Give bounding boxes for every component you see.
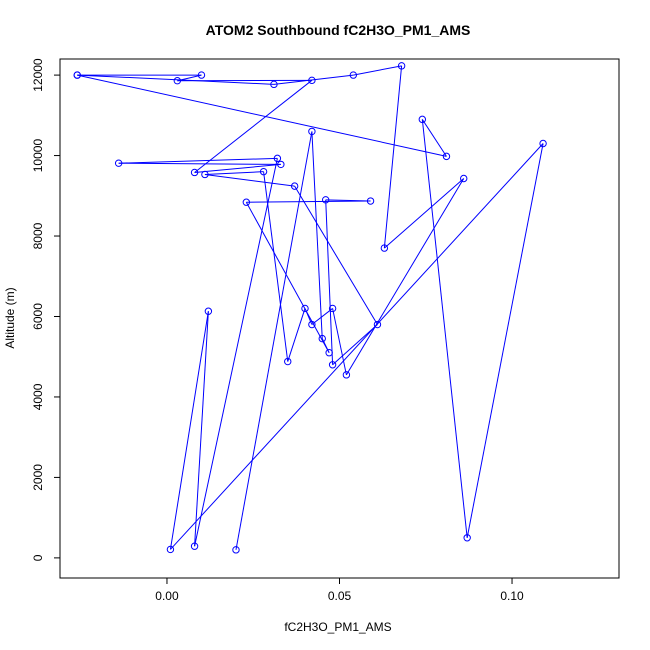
series-segment [345, 178, 465, 376]
series-segment [194, 79, 313, 173]
data-point [73, 71, 81, 79]
series-segment [235, 131, 313, 550]
data-point [463, 534, 471, 542]
data-point [290, 182, 299, 190]
series-segment [245, 201, 330, 353]
series-segment [263, 171, 289, 362]
data-point [277, 160, 285, 169]
series-segment [421, 119, 468, 538]
y-tick-label: 12000 [31, 58, 45, 92]
series-segment [77, 74, 447, 157]
series-segment [325, 199, 334, 365]
data-point [460, 174, 468, 183]
data-point [173, 77, 182, 85]
y-axis: 0 2000 4000 6000 8000 10000 12000 [31, 58, 60, 561]
series-segment [353, 65, 402, 76]
y-tick-label: 10000 [31, 139, 45, 173]
series-segment [246, 200, 371, 203]
chart-title: ATOM2 Southbound fC2H3O_PM1_AMS [206, 22, 471, 38]
data-point [321, 196, 330, 204]
data-point [242, 198, 251, 206]
y-tick-label: 2000 [31, 464, 45, 491]
y-tick-label: 4000 [31, 383, 45, 410]
data-point [259, 167, 268, 176]
series-segment [287, 308, 306, 362]
series-group [73, 62, 547, 554]
data-point [325, 348, 333, 357]
data-point [366, 197, 375, 205]
series-segment [118, 162, 281, 165]
series-segment [77, 74, 274, 85]
series-segment [194, 158, 278, 547]
y-axis-label: Altitude (m) [3, 287, 17, 348]
series-segment [383, 65, 403, 249]
data-point [328, 361, 337, 369]
series-segment [194, 163, 281, 173]
data-point [204, 307, 213, 315]
series-segment [194, 311, 209, 547]
data-point [166, 545, 175, 554]
data-point [273, 154, 282, 163]
series-segment [421, 119, 447, 157]
series-segment [311, 131, 323, 339]
data-point [308, 127, 316, 136]
data-point [397, 62, 406, 70]
data-point [190, 542, 199, 550]
y-tick-label: 8000 [31, 222, 45, 249]
x-tick-label: 0.10 [500, 589, 524, 603]
series-segment [384, 178, 465, 249]
x-tick-label: 0.05 [328, 589, 352, 603]
x-axis-label: fC2H3O_PM1_AMS [284, 620, 391, 634]
y-tick-label: 0 [31, 554, 45, 561]
series-segment [311, 308, 333, 325]
series-segment [332, 324, 378, 366]
series-segment [466, 143, 544, 538]
series-segment [332, 308, 347, 375]
data-point [308, 320, 316, 329]
series-segment [204, 173, 295, 187]
data-point [201, 170, 209, 179]
data-point [418, 115, 427, 124]
series-segment [169, 311, 209, 550]
data-point [318, 334, 326, 343]
data-point [190, 168, 199, 177]
series-segment [204, 171, 264, 175]
data-point [114, 159, 123, 167]
series-segment [294, 185, 378, 325]
data-point [328, 304, 337, 313]
data-point [284, 357, 292, 366]
series-segment [273, 74, 354, 85]
data-point [442, 152, 451, 161]
data-point [270, 80, 278, 89]
data-point [342, 371, 351, 379]
series-segment [321, 338, 330, 353]
series-segment [118, 157, 278, 164]
series-segment [170, 143, 544, 550]
data-point [349, 71, 358, 79]
y-tick-label: 6000 [31, 303, 45, 330]
x-tick-label: 0.00 [155, 589, 179, 603]
data-point [232, 546, 240, 554]
data-point [197, 71, 206, 79]
x-axis: 0.00 0.05 0.10 [155, 578, 524, 603]
data-point [380, 244, 389, 252]
data-point [301, 304, 309, 313]
data-point [373, 320, 382, 329]
data-point [539, 139, 547, 148]
data-point [308, 76, 316, 85]
